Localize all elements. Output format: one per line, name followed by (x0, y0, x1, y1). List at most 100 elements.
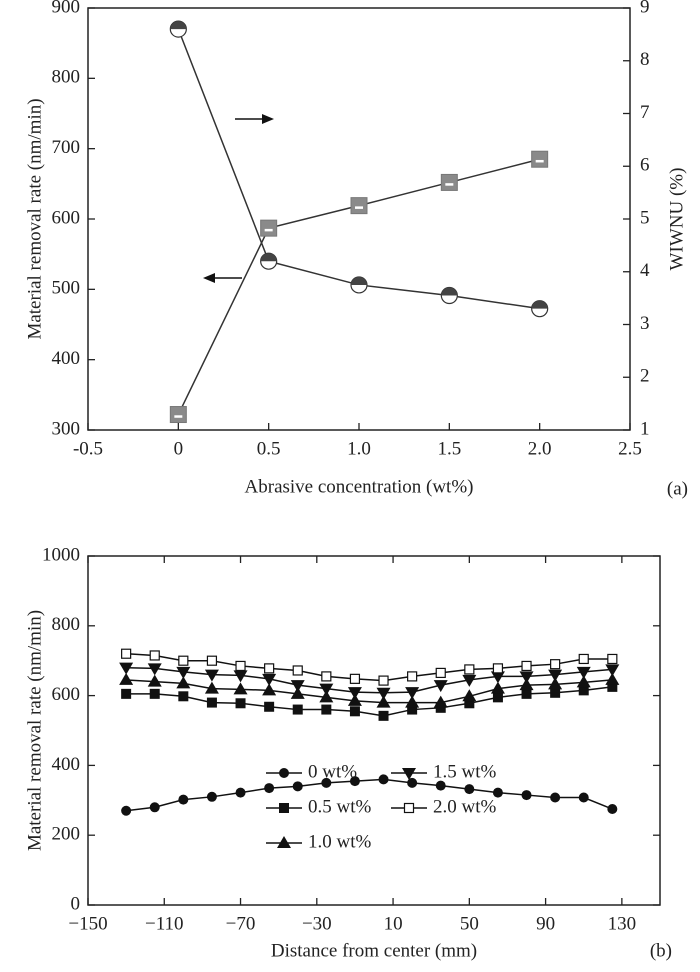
marker (121, 688, 132, 699)
y2-axis-label: WIWNU (%) (666, 168, 687, 271)
x-tick-label: −70 (226, 913, 256, 934)
marker (519, 671, 534, 684)
marker (319, 683, 334, 696)
marker (521, 660, 532, 672)
marker (407, 671, 418, 682)
marker (178, 655, 189, 666)
marker (492, 663, 504, 674)
plot-frame (87, 7, 631, 431)
y2-tick-label: 4 (640, 260, 650, 281)
series-line (126, 666, 613, 694)
marker (292, 665, 303, 676)
marker (605, 672, 620, 685)
y-axis-label: Material removal rate (nm/min) (24, 610, 45, 851)
marker (147, 674, 162, 687)
marker (206, 697, 217, 708)
legend-marker (402, 768, 416, 780)
x-tick-label: 50 (460, 913, 479, 934)
marker (464, 664, 475, 675)
marker (531, 150, 549, 168)
marker (262, 683, 277, 696)
marker (121, 805, 132, 816)
marker (349, 776, 360, 787)
marker (490, 671, 505, 684)
x-tick-label: 2.5 (618, 438, 642, 459)
marker (290, 680, 305, 693)
marker (462, 674, 477, 687)
y2-tick-label: 6 (640, 155, 650, 176)
y2-tick-label: 5 (640, 207, 650, 228)
legend-label: 0 wt% (308, 761, 357, 782)
marker (521, 688, 532, 699)
y-tick-label: 300 (52, 418, 81, 439)
marker (262, 673, 277, 686)
marker (121, 648, 132, 659)
marker (350, 197, 368, 215)
x-tick-label: 1.5 (437, 438, 461, 459)
marker (490, 681, 505, 694)
marker (440, 173, 458, 191)
marker (578, 685, 589, 696)
legend-marker (279, 803, 289, 813)
panel-label: (a) (667, 478, 688, 499)
marker (290, 686, 305, 699)
marker (235, 660, 246, 672)
x-tick-label: −150 (68, 913, 107, 934)
marker (435, 667, 446, 679)
x-tick-label: 0 (174, 438, 184, 459)
marker (435, 702, 446, 713)
marker-shade (170, 21, 187, 30)
marker (407, 704, 418, 715)
marker (349, 673, 361, 684)
plot-frame (87, 555, 661, 906)
legend-label: 0.5 wt% (308, 796, 372, 817)
marker (349, 706, 360, 717)
marker (548, 677, 563, 690)
marker (462, 689, 477, 702)
marker (178, 691, 189, 702)
arrow-right (235, 114, 274, 124)
legend-label: 1.5 wt% (433, 761, 497, 782)
panel-label: (b) (650, 940, 672, 961)
marker (176, 666, 191, 679)
x-tick-label: 1.0 (347, 438, 371, 459)
marker (378, 710, 389, 721)
x-tick-label: 2.0 (528, 438, 552, 459)
legend-marker (403, 802, 415, 814)
x-axis-label: Abrasive concentration (wt%) (245, 476, 474, 497)
marker-shade (531, 300, 548, 309)
marker (519, 678, 534, 691)
legend-label: 1.0 wt% (308, 831, 372, 852)
marker (492, 787, 503, 798)
legend-label: 2.0 wt% (433, 796, 497, 817)
x-tick-label: −110 (145, 913, 184, 934)
marker (206, 791, 217, 802)
marker (178, 794, 189, 805)
marker (407, 777, 418, 788)
marker (378, 675, 389, 686)
y-tick-label: 0 (71, 893, 81, 914)
marker (607, 804, 618, 815)
legend-marker (279, 768, 289, 778)
marker (347, 687, 362, 700)
marker (204, 681, 219, 694)
y-tick-label: 200 (52, 824, 81, 845)
marker (260, 219, 278, 237)
x-tick-label: −30 (302, 913, 332, 934)
marker (576, 675, 591, 688)
marker (233, 670, 248, 683)
marker (264, 783, 275, 794)
marker (321, 671, 332, 682)
marker-shade (351, 276, 367, 285)
y-tick-label: 800 (52, 614, 81, 635)
marker (378, 774, 389, 785)
marker (176, 676, 191, 689)
y-tick-label: 400 (52, 348, 81, 369)
marker-shade (260, 253, 277, 262)
marker (292, 704, 303, 715)
y2-tick-label: 9 (640, 0, 650, 17)
y-tick-label: 500 (52, 278, 81, 299)
y-tick-label: 1000 (42, 544, 80, 565)
marker (149, 688, 160, 699)
